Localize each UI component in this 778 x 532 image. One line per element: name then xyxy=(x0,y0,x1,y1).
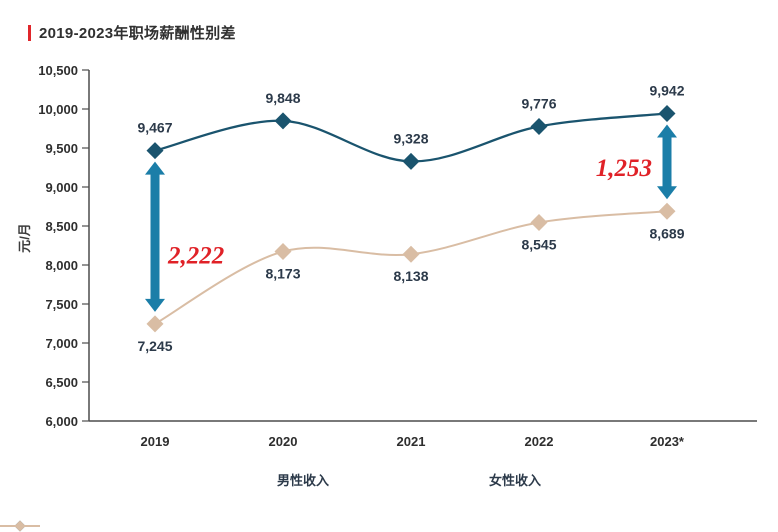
y-tick-label: 8,000 xyxy=(45,258,78,273)
x-tick-label: 2020 xyxy=(269,434,298,449)
data-point-marker xyxy=(530,213,548,231)
data-label: 8,545 xyxy=(521,236,556,252)
x-tick-label: 2022 xyxy=(525,434,554,449)
gap-arrow xyxy=(145,161,165,312)
y-tick-label: 7,500 xyxy=(45,297,78,312)
data-point-marker xyxy=(402,152,420,170)
gap-annotation-value: 2,222 xyxy=(167,243,224,270)
axes: 6,000 6,500 7,000 7,500 8,000 8,500 9,000 9,500… xyxy=(17,63,757,449)
data-point-marker xyxy=(530,117,548,135)
y-tick-label: 6,500 xyxy=(45,375,78,390)
data-point-marker xyxy=(274,243,292,261)
x-tick-label: 2019 xyxy=(141,434,170,449)
gap-arrows: 2,222 1,253 xyxy=(145,124,677,312)
chart-legend: 男性收入 女性收入 xyxy=(0,470,778,532)
data-point-marker xyxy=(274,112,292,130)
data-point-marker xyxy=(658,202,676,220)
y-tick-label: 10,000 xyxy=(38,102,78,117)
y-axis-title: 元/月 xyxy=(17,223,32,253)
data-label: 7,245 xyxy=(137,338,172,354)
data-label: 9,942 xyxy=(649,83,684,99)
line-chart: 6,000 6,500 7,000 7,500 8,000 8,500 9,000 9,500… xyxy=(17,63,757,449)
title-accent-bar xyxy=(28,24,31,41)
legend-label: 女性收入 xyxy=(489,473,542,488)
y-tick-label: 6,000 xyxy=(45,414,78,429)
data-label: 8,689 xyxy=(649,225,684,241)
data-label: 8,173 xyxy=(265,266,300,282)
x-tick-label: 2023* xyxy=(650,434,685,449)
legend-item-0: 男性收入 xyxy=(0,470,329,532)
series-points-1: 7,245 8,173 8,138 8,545 8,689 xyxy=(137,202,685,354)
gap-arrow xyxy=(657,124,677,200)
data-label: 9,467 xyxy=(137,120,172,136)
legend-marker-icon xyxy=(0,520,40,532)
y-tick-label: 10,500 xyxy=(38,63,78,78)
y-tick-label: 7,000 xyxy=(45,336,78,351)
chart-title: 2019-2023年职场薪酬性别差 xyxy=(39,25,236,42)
y-tick-label: 9,500 xyxy=(45,141,78,156)
gap-annotation-value: 1,253 xyxy=(596,155,652,182)
data-label: 9,776 xyxy=(521,95,556,111)
data-point-marker xyxy=(402,245,420,263)
data-point-marker xyxy=(658,105,676,123)
series-points-0: 9,467 9,848 9,328 9,776 9,942 xyxy=(137,83,685,170)
x-tick-label: 2021 xyxy=(397,434,426,449)
data-point-marker xyxy=(146,142,164,160)
y-tick-label: 8,500 xyxy=(45,219,78,234)
data-label: 9,848 xyxy=(265,90,300,106)
y-tick-label: 9,000 xyxy=(45,180,78,195)
data-point-marker xyxy=(146,315,164,333)
legend-label: 男性收入 xyxy=(276,473,329,488)
chart-header: 2019-2023年职场薪酬性别差 xyxy=(28,22,236,43)
data-label: 8,138 xyxy=(393,268,428,284)
data-label: 9,328 xyxy=(393,130,428,146)
legend-item-1: 女性收入 xyxy=(0,470,542,532)
